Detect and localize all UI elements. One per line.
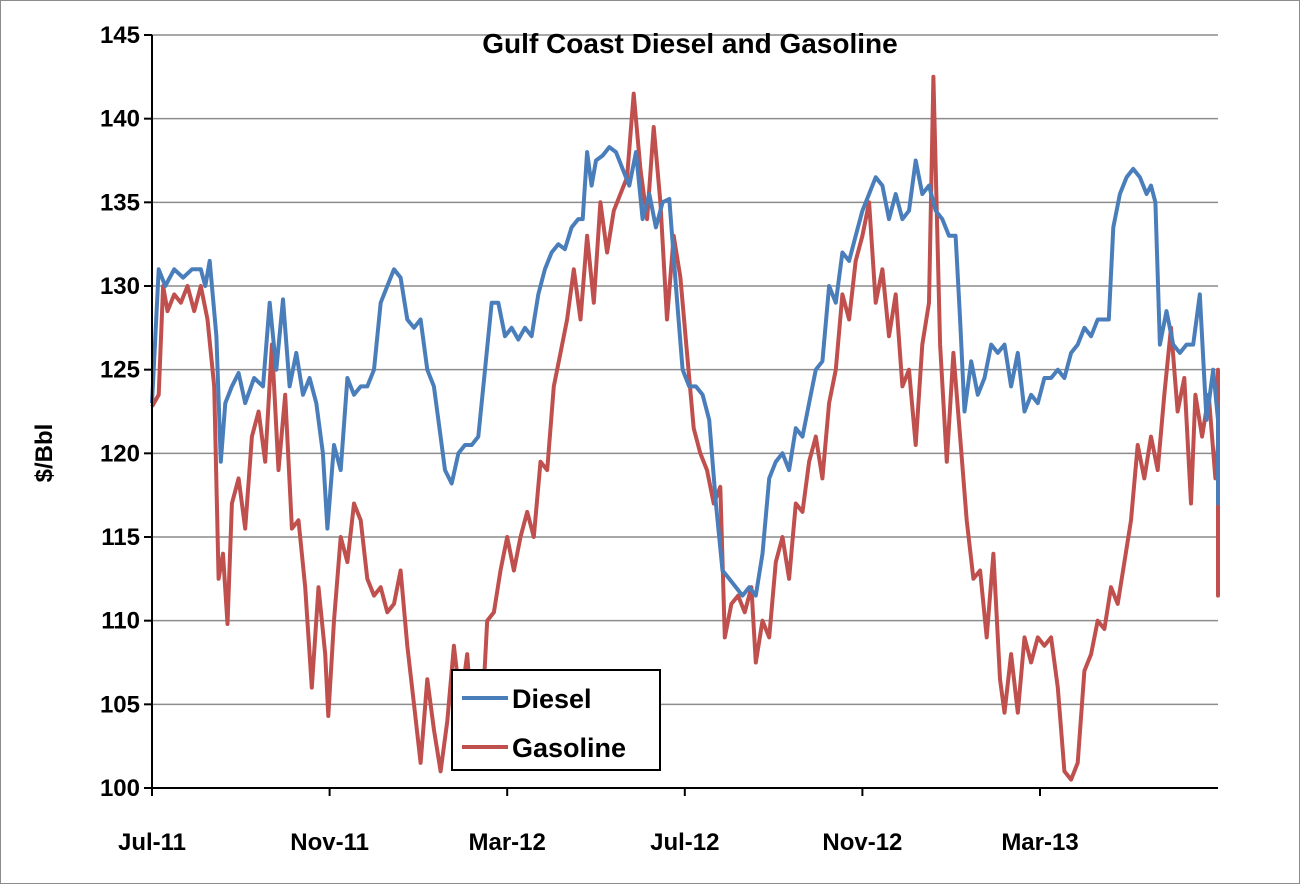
x-tick-label: Mar-12 [469, 829, 546, 856]
y-tick-label: 125 [100, 357, 140, 384]
x-tick-labels: Jul-11 Nov-11 Mar-12 Jul-12 Nov-12 Mar-13 [118, 829, 1079, 856]
y-axis-label: $/Bbl [31, 424, 58, 483]
x-tick-label: Jul-11 [118, 829, 186, 856]
y-tick-label: 130 [100, 273, 140, 300]
legend-box [451, 669, 661, 771]
y-tick-label: 145 [100, 22, 140, 49]
y-tick-label: 105 [100, 691, 140, 718]
legend-gasoline-label: Gasoline [512, 733, 626, 763]
axes [144, 34, 1218, 796]
legend-diesel-label: Diesel [512, 684, 592, 714]
chart-title: Gulf Coast Diesel and Gasoline [482, 28, 897, 59]
x-tick-label: Mar-13 [1001, 829, 1078, 856]
y-tick-label: 120 [100, 440, 140, 467]
y-tick-labels: 100 105 110 115 120 125 130 135 140 145 [100, 22, 140, 802]
x-tick-label: Nov-12 [822, 829, 902, 856]
y-tick-label: 115 [101, 524, 140, 551]
x-tick-label: Jul-12 [650, 829, 719, 856]
y-tick-label: 100 [100, 775, 140, 802]
y-tick-label: 110 [101, 608, 140, 635]
y-tick-label: 140 [100, 106, 140, 133]
series-line-gasoline [150, 74, 1220, 782]
y-tick-label: 135 [100, 189, 140, 216]
x-tick-label: Nov-11 [290, 829, 369, 856]
series-line-diesel [150, 145, 1220, 598]
series-group [150, 74, 1220, 782]
legend: Diesel Gasoline [451, 669, 661, 771]
